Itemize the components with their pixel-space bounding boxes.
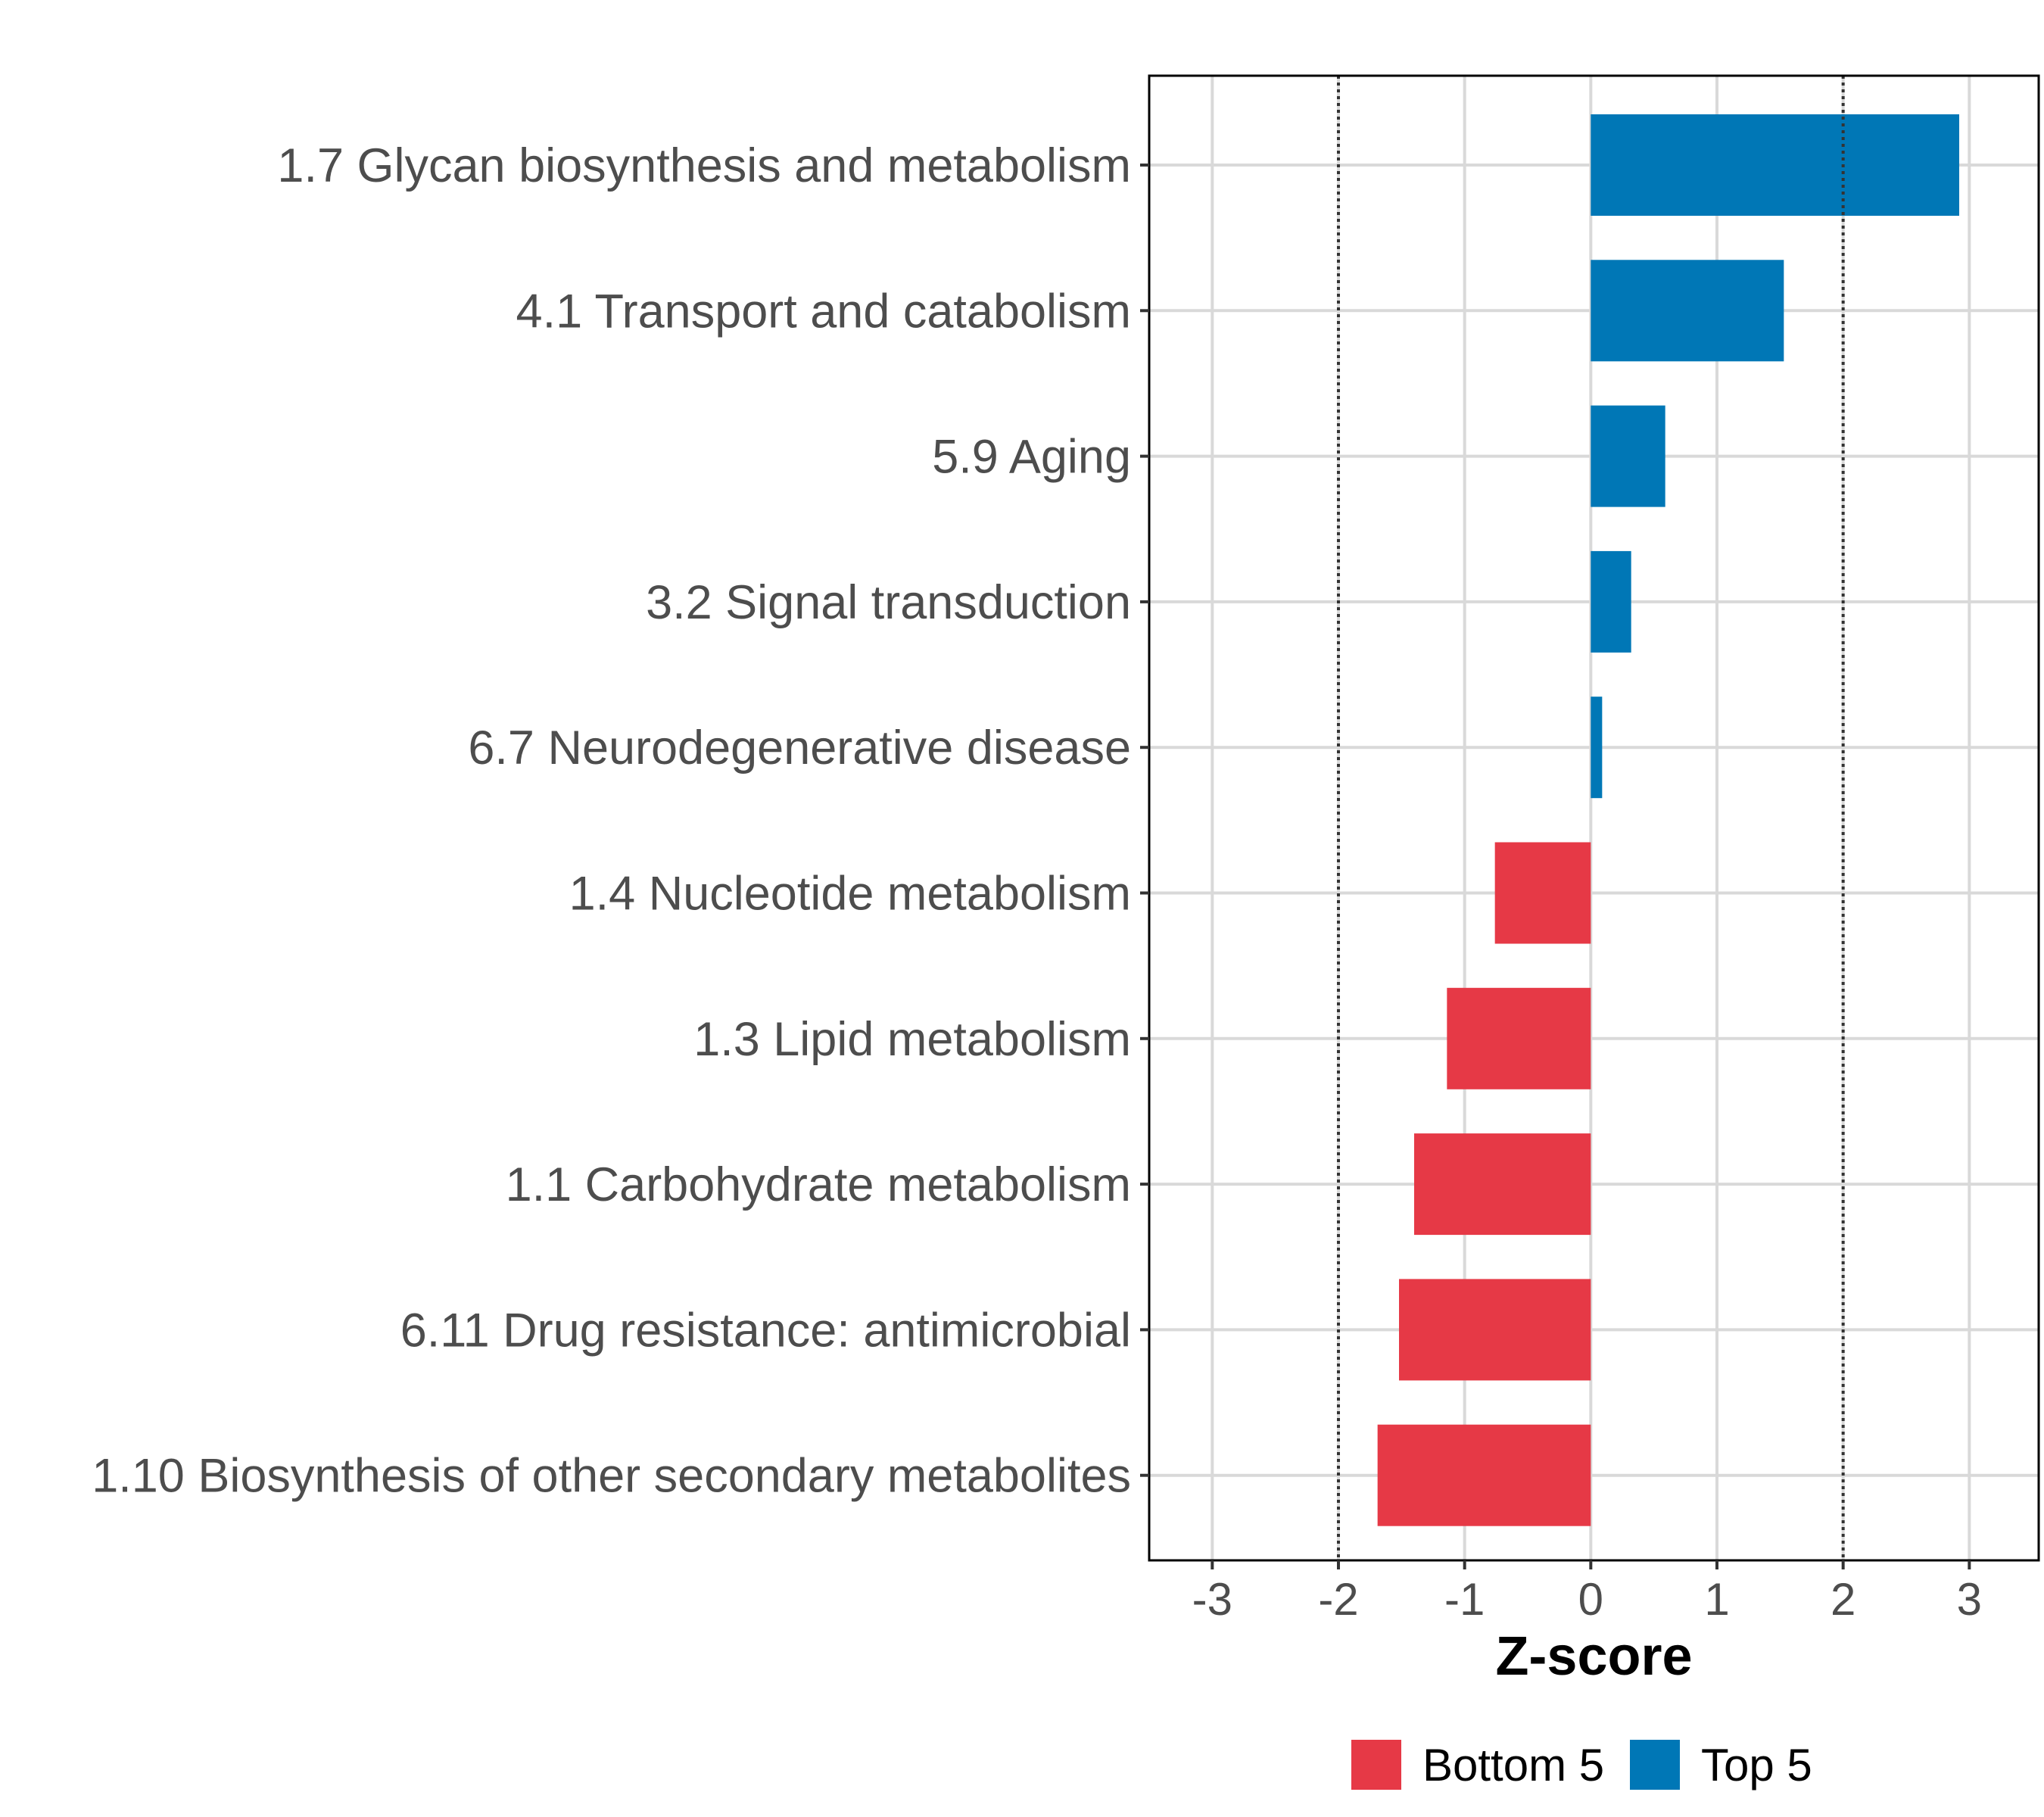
plot-panel-border bbox=[1148, 74, 2040, 1562]
category-labels: 1.7 Glycan biosynthesis and metabolism 4.… bbox=[92, 139, 1149, 1503]
category-label: 1.1 Carbohydrate metabolism bbox=[506, 1158, 1131, 1211]
category-label: 1.10 Biosynthesis of other secondary met… bbox=[92, 1450, 1131, 1503]
bar bbox=[1591, 697, 1603, 799]
bar bbox=[1447, 987, 1591, 1089]
bar bbox=[1591, 405, 1665, 507]
category-label: 6.11 Drug resistance: antimicrobial bbox=[400, 1304, 1131, 1357]
x-axis-ticks: -3 -2 -1 0 1 2 3 bbox=[1192, 1560, 1982, 1625]
legend: Bottom 5 Top 5 bbox=[1351, 1740, 1812, 1791]
category-label: 5.9 Aging bbox=[932, 431, 1131, 484]
bar bbox=[1494, 842, 1591, 944]
x-axis-title: Z-score bbox=[1495, 1626, 1692, 1687]
x-tick-label: 1 bbox=[1704, 1574, 1729, 1625]
bar bbox=[1591, 260, 1784, 362]
x-tick-label: 2 bbox=[1831, 1574, 1855, 1625]
category-label: 6.7 Neurodegenerative disease bbox=[468, 722, 1131, 774]
reference-lines bbox=[1337, 76, 1845, 1560]
x-tick-label: -2 bbox=[1318, 1574, 1358, 1625]
bar bbox=[1591, 550, 1631, 653]
bars bbox=[1377, 114, 1959, 1526]
bar bbox=[1377, 1424, 1591, 1526]
x-tick-label: 3 bbox=[1957, 1574, 1982, 1625]
x-tick-label: -3 bbox=[1192, 1574, 1232, 1625]
x-tick-label: 0 bbox=[1578, 1574, 1603, 1625]
legend-label: Top 5 bbox=[1701, 1740, 1812, 1791]
bar bbox=[1414, 1133, 1591, 1236]
category-label: 3.2 Signal transduction bbox=[646, 576, 1131, 629]
legend-label: Bottom 5 bbox=[1422, 1740, 1604, 1791]
bar bbox=[1399, 1279, 1591, 1381]
legend-key bbox=[1630, 1740, 1680, 1790]
category-label: 1.4 Nucleotide metabolism bbox=[569, 868, 1131, 921]
category-label: 1.7 Glycan biosynthesis and metabolism bbox=[277, 139, 1131, 192]
category-label: 1.3 Lipid metabolism bbox=[693, 1013, 1131, 1066]
x-tick-label: -1 bbox=[1444, 1574, 1485, 1625]
bar bbox=[1591, 114, 1959, 216]
legend-key bbox=[1351, 1740, 1401, 1790]
category-label: 4.1 Transport and catabolism bbox=[516, 285, 1131, 338]
